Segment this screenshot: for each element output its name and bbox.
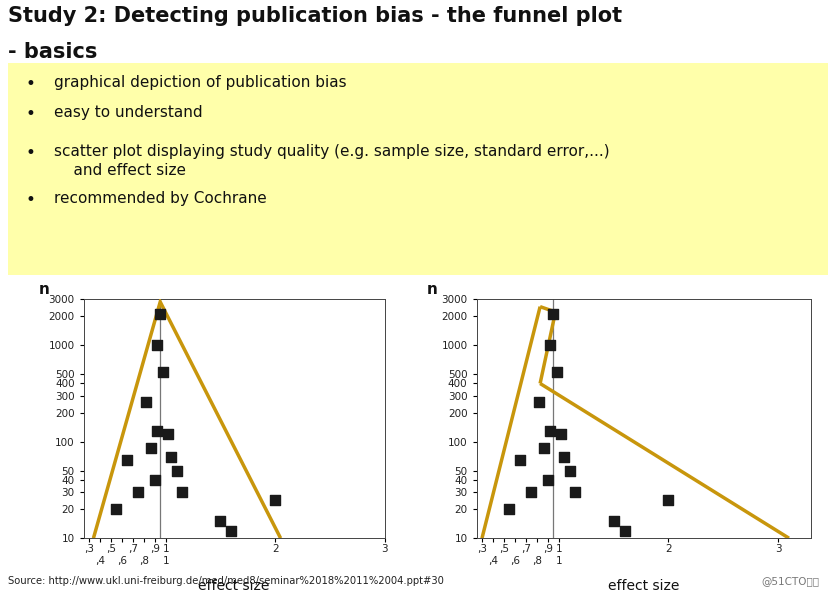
Point [533, 397, 546, 407]
X-axis label: effect size: effect size [198, 579, 270, 593]
X-axis label: effect size: effect size [608, 579, 680, 593]
Point [513, 455, 527, 465]
Point [268, 495, 282, 505]
Point [110, 504, 123, 514]
Point [538, 444, 551, 453]
Point [150, 340, 164, 350]
Text: graphical depiction of publication bias: graphical depiction of publication bias [54, 75, 347, 90]
Point [214, 517, 227, 526]
Point [554, 429, 568, 439]
Text: Study 2: Detecting publication bias - the funnel plot: Study 2: Detecting publication bias - th… [8, 6, 623, 26]
Text: recommended by Cochrane: recommended by Cochrane [54, 191, 267, 206]
Point [145, 444, 158, 453]
Text: easy to understand: easy to understand [54, 105, 203, 120]
Point [140, 397, 153, 407]
Text: •: • [25, 105, 35, 123]
Point [150, 426, 164, 435]
Point [543, 426, 557, 435]
Point [154, 309, 167, 319]
Point [547, 309, 560, 319]
Point [176, 487, 189, 497]
Point [618, 526, 631, 535]
Point [502, 504, 516, 514]
Point [568, 487, 582, 497]
Text: •: • [25, 191, 35, 209]
Point [543, 340, 557, 350]
Point [165, 452, 178, 462]
Point [558, 452, 571, 462]
Text: •: • [25, 144, 35, 161]
Point [541, 475, 554, 485]
Text: Source: http://www.ukl.uni-freiburg.de/med/med8/seminar%2018%2011%2004.ppt#30: Source: http://www.ukl.uni-freiburg.de/m… [8, 576, 444, 586]
Point [170, 466, 183, 475]
Point [550, 367, 563, 377]
Text: n: n [426, 282, 437, 297]
Point [607, 517, 620, 526]
Point [525, 487, 538, 497]
Point [563, 466, 576, 475]
Text: •: • [25, 75, 35, 93]
Text: - basics: - basics [8, 42, 98, 62]
Text: n: n [38, 282, 49, 297]
Point [131, 487, 145, 497]
Point [225, 526, 238, 535]
Point [662, 495, 675, 505]
Text: @51CTO博客: @51CTO博客 [762, 576, 819, 586]
Point [120, 455, 134, 465]
Point [157, 367, 171, 377]
Point [148, 475, 161, 485]
Point [161, 429, 175, 439]
Text: scatter plot displaying study quality (e.g. sample size, standard error,...)
   : scatter plot displaying study quality (e… [54, 144, 610, 178]
